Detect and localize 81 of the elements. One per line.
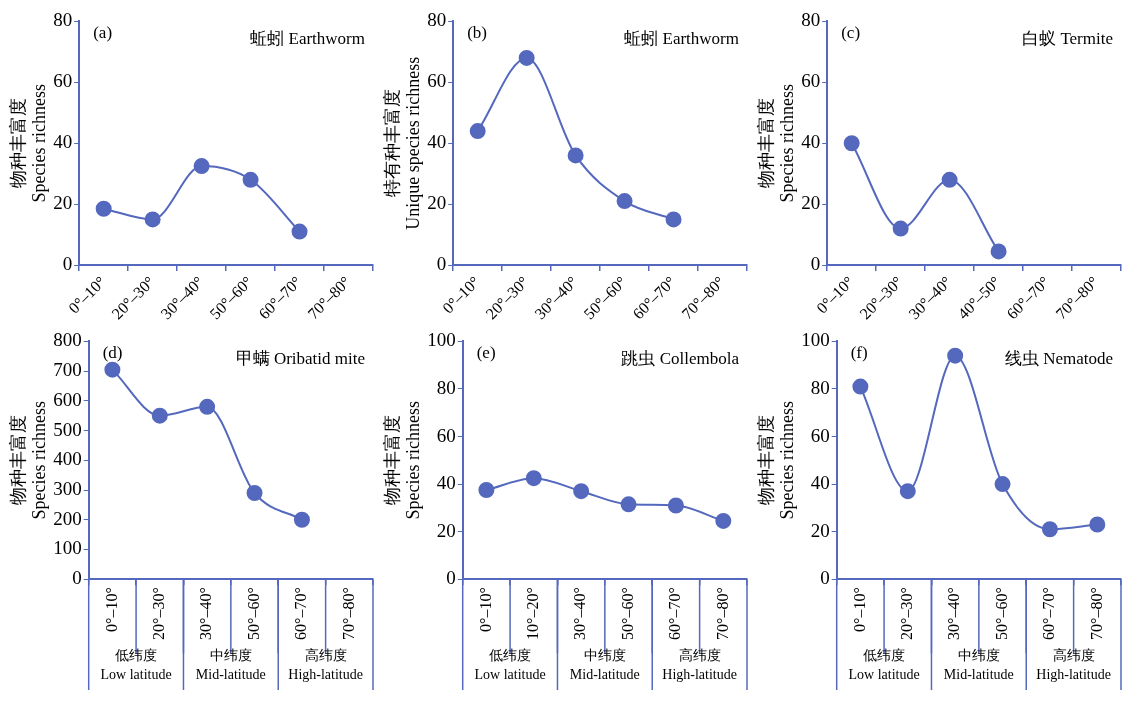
y-tick-label: 40 xyxy=(801,131,821,153)
chart-title: 蚯蚓 Earthworm xyxy=(624,28,739,48)
y-tick-label: 80 xyxy=(53,9,73,31)
text: 中纬度 Mid-latitude xyxy=(195,647,266,682)
y-tick-label: 600 xyxy=(53,388,82,410)
text: 中纬度 Mid-latitude xyxy=(569,647,640,682)
x-tick-label: 50°–60° xyxy=(244,587,262,640)
y-tick-label: 60 xyxy=(427,70,447,92)
x-tick-label: 10°–20° xyxy=(523,587,541,640)
y-tick-label: 20 xyxy=(427,192,447,214)
y-tick-label: 80 xyxy=(427,9,447,31)
y-tick-label: 60 xyxy=(801,70,821,92)
x-tick-label: 60°–70° xyxy=(292,587,310,640)
y-axis-title: 物种丰富度 Species richness xyxy=(7,84,50,203)
x-tick-label: 70°–80° xyxy=(339,587,357,640)
y-tick-label: 0 xyxy=(436,253,447,275)
y-tick-label: 100 xyxy=(801,329,830,351)
x-tick-label: 0°–10° xyxy=(102,587,120,632)
x-tick-label: 60°–70° xyxy=(666,587,684,640)
y-axis-title: 物种丰富度 Species richness xyxy=(381,401,424,520)
x-tick-label: 20°–30° xyxy=(149,587,167,640)
annotation: (e) xyxy=(476,342,496,362)
y-tick-label: 20 xyxy=(810,519,830,541)
y-tick-label: 40 xyxy=(810,472,830,494)
x-tick-label: 0°–10° xyxy=(850,587,868,632)
text: 高纬度 High-latitude xyxy=(1036,647,1111,682)
y-tick-label: 0 xyxy=(72,567,82,589)
x-tick-label: 0°–10° xyxy=(476,587,494,632)
y-axis-title: 物种丰富度 Species richness xyxy=(755,401,798,520)
x-tick-label: 60°–70° xyxy=(1040,587,1058,640)
chart-title: 蚯蚓 Earthworm xyxy=(250,28,365,48)
text: 线虫 Nematode xyxy=(1004,348,1113,368)
x-tick-label: 50°–60° xyxy=(992,587,1010,640)
y-tick-label: 60 xyxy=(810,424,830,446)
annotation: (a) xyxy=(93,22,113,42)
y-tick-label: 80 xyxy=(801,9,821,31)
y-tick-label: 700 xyxy=(53,359,82,381)
x-tick-label: 70°–80° xyxy=(1087,587,1105,640)
y-tick-label: 40 xyxy=(53,131,73,153)
y-tick-label: 0 xyxy=(62,253,73,275)
y-axis-title: 特有种丰富度 Unique species richness xyxy=(381,56,424,230)
x-tick-label: 30°–40° xyxy=(197,587,215,640)
y-tick-label: 0 xyxy=(820,567,830,589)
y-tick-label: 20 xyxy=(801,192,821,214)
text: 低纬度 Low latitude xyxy=(848,647,920,682)
y-tick-label: 60 xyxy=(53,70,73,92)
annotation: (b) xyxy=(467,22,488,42)
y-tick-label: 200 xyxy=(53,507,82,529)
y-tick-label: 40 xyxy=(436,472,456,494)
text: 低纬度 Low latitude xyxy=(474,647,546,682)
y-tick-label: 80 xyxy=(810,376,830,398)
x-tick-label: 30°–40° xyxy=(571,587,589,640)
y-tick-label: 500 xyxy=(53,418,82,440)
text: 低纬度 Low latitude xyxy=(100,647,172,682)
y-tick-label: 80 xyxy=(436,376,456,398)
x-tick-label: 50°–60° xyxy=(618,587,636,640)
y-tick-label: 100 xyxy=(53,537,82,559)
y-tick-label: 800 xyxy=(53,329,82,351)
annotation: (d) xyxy=(102,342,123,362)
y-tick-label: 100 xyxy=(427,329,456,351)
x-tick-label: 70°–80° xyxy=(713,587,731,640)
text: 高纬度 High-latitude xyxy=(288,647,363,682)
annotation: (c) xyxy=(841,22,861,42)
x-tick-label: 20°–30° xyxy=(897,587,915,640)
y-axis-title: 物种丰富度 Species richness xyxy=(7,401,50,520)
y-tick-label: 60 xyxy=(436,424,456,446)
y-tick-label: 0 xyxy=(810,253,821,275)
text: 中纬度 Mid-latitude xyxy=(943,647,1014,682)
annotation: (f) xyxy=(850,342,868,362)
chart-title: 白蚁 Termite xyxy=(1022,28,1113,48)
y-tick-label: 300 xyxy=(53,478,82,500)
y-tick-label: 0 xyxy=(446,567,456,589)
y-tick-label: 400 xyxy=(53,448,82,470)
text: 高纬度 High-latitude xyxy=(662,647,737,682)
x-tick-label: 30°–40° xyxy=(945,587,963,640)
y-tick-label: 20 xyxy=(436,519,456,541)
y-tick-label: 40 xyxy=(427,131,447,153)
chart-title: 甲螨 Oribatid mite xyxy=(235,348,365,368)
y-tick-label: 20 xyxy=(53,192,73,214)
text: 跳虫 Collembola xyxy=(621,348,740,368)
y-axis-title: 物种丰富度 Species richness xyxy=(755,84,798,203)
